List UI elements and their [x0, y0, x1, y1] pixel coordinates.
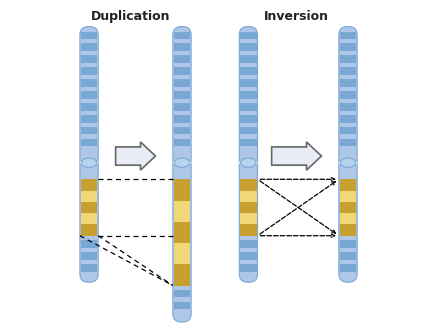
Text: Inversion: Inversion	[264, 10, 329, 23]
Bar	[240, 103, 257, 111]
Bar	[240, 127, 257, 134]
Bar	[174, 201, 190, 222]
Bar	[174, 222, 190, 243]
Bar	[174, 290, 190, 297]
Bar	[240, 264, 257, 272]
Bar	[340, 43, 356, 51]
Bar	[340, 202, 356, 213]
Bar	[81, 91, 97, 99]
Bar	[81, 264, 97, 272]
Bar	[81, 32, 97, 39]
Ellipse shape	[80, 160, 99, 165]
Bar	[81, 139, 97, 146]
Bar	[340, 139, 356, 146]
Bar	[174, 139, 190, 146]
Bar	[174, 43, 190, 51]
Bar	[340, 79, 356, 87]
Bar	[240, 43, 257, 51]
Bar	[240, 213, 257, 224]
Bar	[174, 103, 190, 111]
Bar	[81, 79, 97, 87]
Bar	[81, 213, 97, 224]
Bar	[174, 264, 190, 286]
Bar	[174, 55, 190, 63]
Bar	[340, 224, 356, 236]
Bar	[340, 191, 356, 202]
Bar	[240, 79, 257, 87]
Ellipse shape	[81, 158, 97, 167]
Bar	[340, 55, 356, 63]
Bar	[240, 202, 257, 213]
FancyBboxPatch shape	[80, 27, 98, 282]
Bar	[340, 252, 356, 260]
Bar	[81, 103, 97, 111]
Polygon shape	[272, 142, 321, 170]
Bar	[81, 224, 97, 236]
Ellipse shape	[173, 160, 192, 165]
Bar	[174, 79, 190, 87]
Text: Duplication: Duplication	[91, 10, 170, 23]
Bar	[240, 91, 257, 99]
Bar	[174, 115, 190, 123]
Bar	[240, 67, 257, 75]
Bar	[340, 32, 356, 39]
Ellipse shape	[174, 158, 190, 167]
Bar	[340, 91, 356, 99]
Bar	[340, 179, 356, 191]
Bar	[340, 67, 356, 75]
Bar	[174, 67, 190, 75]
Bar	[81, 127, 97, 134]
Bar	[81, 55, 97, 63]
Bar	[81, 240, 97, 248]
Bar	[240, 32, 257, 39]
Bar	[340, 240, 356, 248]
Bar	[340, 213, 356, 224]
Ellipse shape	[338, 160, 358, 165]
Bar	[81, 202, 97, 213]
Bar	[240, 139, 257, 146]
FancyBboxPatch shape	[173, 27, 191, 322]
Bar	[340, 264, 356, 272]
Ellipse shape	[239, 160, 258, 165]
FancyBboxPatch shape	[239, 27, 257, 282]
Bar	[340, 103, 356, 111]
Bar	[240, 115, 257, 123]
Ellipse shape	[240, 158, 256, 167]
Bar	[81, 67, 97, 75]
Bar	[240, 191, 257, 202]
Bar	[81, 252, 97, 260]
Bar	[174, 91, 190, 99]
Bar	[81, 43, 97, 51]
Bar	[174, 32, 190, 39]
Ellipse shape	[340, 158, 356, 167]
Bar	[174, 179, 190, 201]
Bar	[174, 243, 190, 264]
Bar	[174, 302, 190, 309]
Bar	[81, 191, 97, 202]
Bar	[174, 127, 190, 134]
Bar	[240, 55, 257, 63]
Polygon shape	[116, 142, 156, 170]
Bar	[240, 179, 257, 191]
Bar	[240, 240, 257, 248]
Bar	[81, 179, 97, 191]
Bar	[240, 252, 257, 260]
Bar	[340, 127, 356, 134]
FancyBboxPatch shape	[339, 27, 357, 282]
Bar	[81, 115, 97, 123]
Bar	[240, 224, 257, 236]
Bar	[340, 115, 356, 123]
